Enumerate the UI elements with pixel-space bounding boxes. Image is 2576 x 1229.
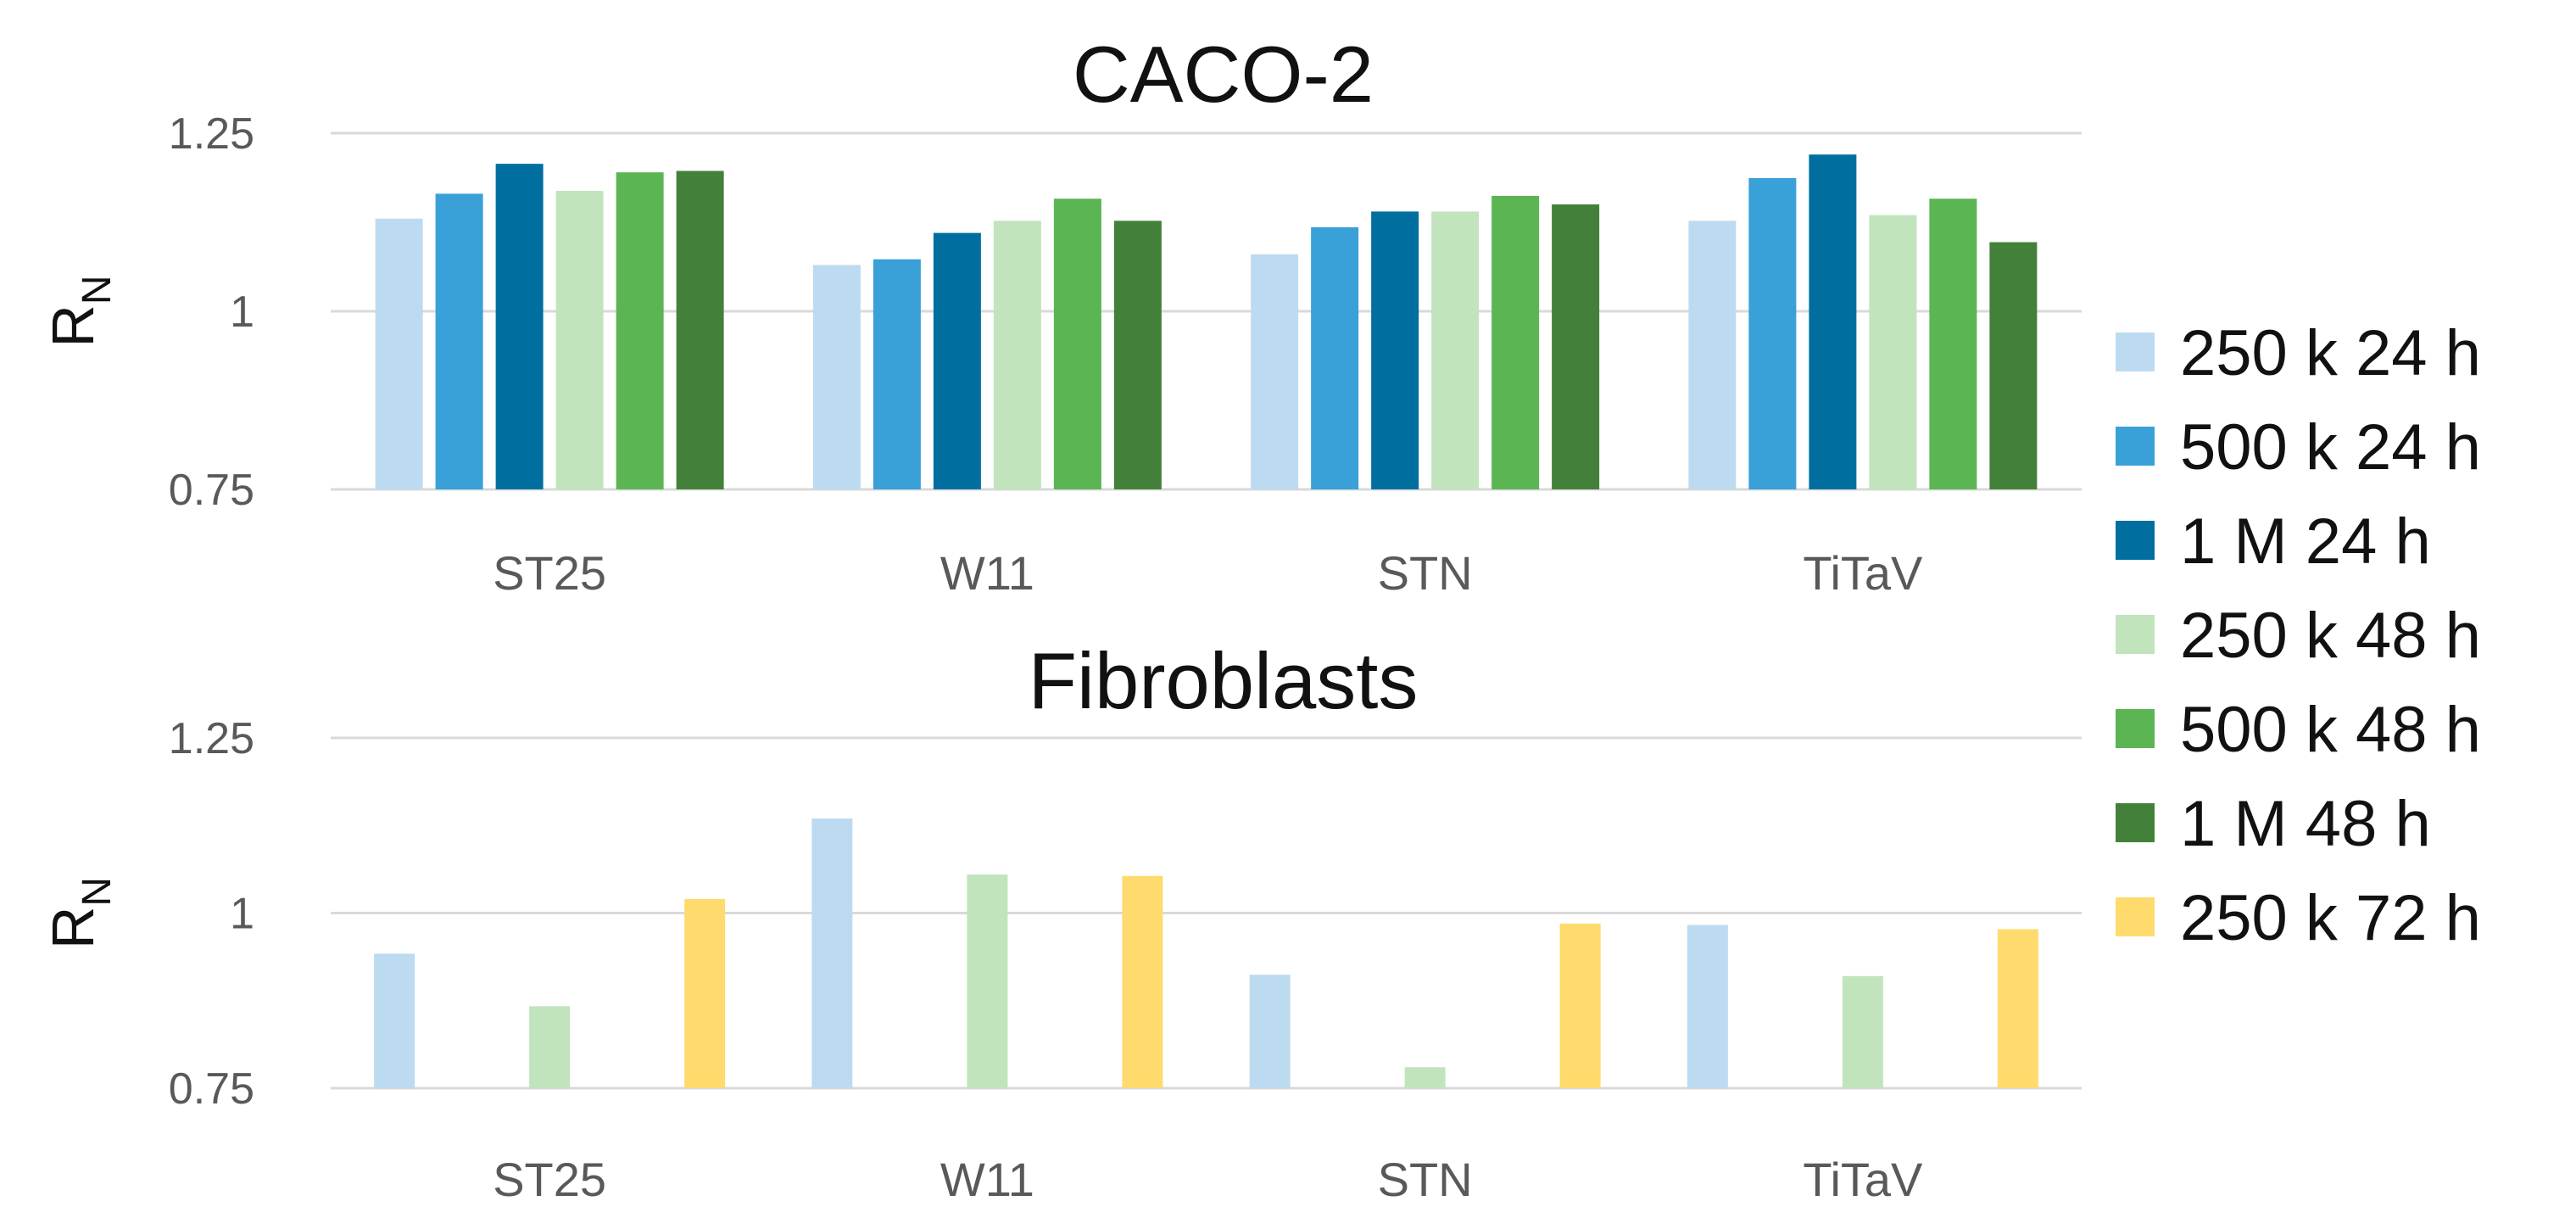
y-tick-label: 1.25 — [169, 109, 254, 159]
legend-swatch — [2116, 803, 2155, 842]
y-axis-label: RN — [40, 275, 120, 347]
y-tick-label: 1 — [230, 288, 254, 337]
bar-w11-250-k-72-h — [1122, 875, 1163, 1088]
legend-swatch — [2116, 897, 2155, 936]
bar-w11-500-k-24-h — [873, 259, 921, 489]
bar-titav-500-k-24-h — [1748, 177, 1797, 490]
bar-w11-250-k-24-h — [811, 818, 853, 1088]
bar-w11-500-k-48-h — [1053, 198, 1101, 489]
bar-st25-1-m-24-h — [495, 164, 544, 489]
legend-label: 250 k 48 h — [2180, 600, 2481, 672]
legend-label: 250 k 72 h — [2180, 882, 2481, 954]
bar-titav-500-k-48-h — [1929, 198, 1977, 489]
bar-w11-250-k-48-h — [967, 874, 1008, 1088]
bar-st25-500-k-24-h — [435, 193, 483, 489]
x-category-label: TiTaV — [1803, 1153, 1923, 1206]
bar-titav-250-k-24-h — [1688, 221, 1737, 489]
bar-w11-1-m-24-h — [933, 232, 981, 489]
legend-swatch — [2116, 427, 2155, 466]
bar-stn-250-k-72-h — [1559, 923, 1601, 1088]
bar-st25-250-k-72-h — [684, 898, 726, 1088]
x-category-label: STN — [1378, 546, 1473, 600]
x-category-label: TiTaV — [1803, 546, 1923, 600]
y-axis-label: RN — [40, 877, 120, 949]
bar-w11-250-k-24-h — [812, 265, 861, 489]
legend-swatch — [2116, 615, 2155, 654]
x-category-label: ST25 — [493, 1153, 606, 1206]
legend-item: 500 k 48 h — [2116, 694, 2481, 766]
bar-stn-250-k-48-h — [1404, 1067, 1446, 1088]
legend-item: 250 k 24 h — [2116, 317, 2481, 389]
y-tick-label: 0.75 — [169, 1064, 254, 1114]
bar-stn-500-k-24-h — [1311, 226, 1359, 489]
chart-title: Fibroblasts — [1029, 636, 1419, 725]
legend-item: 500 k 24 h — [2116, 411, 2481, 483]
bar-stn-1-m-48-h — [1552, 204, 1600, 489]
legend-label: 500 k 48 h — [2180, 694, 2481, 766]
bar-w11-250-k-48-h — [993, 221, 1041, 489]
y-tick-label: 0.75 — [169, 466, 254, 515]
bar-st25-250-k-48-h — [555, 191, 604, 490]
x-category-label: ST25 — [493, 546, 606, 600]
y-tick-label: 1.25 — [169, 714, 254, 763]
x-category-label: STN — [1378, 1153, 1473, 1206]
bar-st25-500-k-48-h — [616, 172, 664, 489]
y-axis-label-subscript: N — [75, 275, 120, 304]
legend-label: 1 M 48 h — [2180, 788, 2431, 860]
bar-st25-250-k-48-h — [529, 1006, 571, 1088]
legend-item: 1 M 48 h — [2116, 788, 2431, 860]
y-axis-label-main: R — [40, 304, 106, 348]
bar-stn-1-m-24-h — [1371, 211, 1419, 489]
y-tick-label: 1 — [230, 890, 254, 939]
chart-panel-1: 0.75 1 1.25 CACO-2 RN ST25 W11 STN TiTaV — [40, 30, 2082, 600]
bar-st25-250-k-24-h — [374, 953, 415, 1088]
bar-st25-1-m-48-h — [676, 170, 724, 489]
legend-item: 1 M 24 h — [2116, 506, 2431, 578]
bar-titav-250-k-48-h — [1842, 975, 1883, 1088]
x-category-label: W11 — [940, 1153, 1034, 1206]
chart-title: CACO-2 — [1073, 30, 1374, 119]
legend-item: 250 k 72 h — [2116, 882, 2481, 954]
legend-item: 250 k 48 h — [2116, 600, 2481, 672]
y-axis-label-subscript: N — [75, 877, 120, 907]
x-category-label: W11 — [940, 546, 1034, 600]
legend-label: 500 k 24 h — [2180, 411, 2481, 483]
bar-w11-1-m-48-h — [1113, 221, 1162, 489]
bar-st25-250-k-24-h — [375, 218, 423, 489]
bar-stn-250-k-24-h — [1249, 975, 1291, 1088]
legend-label: 250 k 24 h — [2180, 317, 2481, 389]
bar-titav-250-k-24-h — [1687, 925, 1728, 1088]
y-axis-label-main: R — [40, 907, 106, 950]
bar-stn-250-k-48-h — [1431, 211, 1480, 489]
bar-titav-250-k-48-h — [1869, 215, 1917, 489]
bar-titav-250-k-72-h — [1997, 929, 2038, 1088]
legend: 250 k 24 h 500 k 24 h 1 M 24 h 250 k 48 h 50… — [2116, 317, 2481, 954]
bar-titav-1-m-24-h — [1809, 154, 1857, 489]
bar-titav-1-m-48-h — [1989, 242, 2038, 489]
chart-panel-2: 0.75 1 1.25 Fibroblasts RN ST25 W11 STN TiTaV — [40, 636, 2082, 1206]
legend-swatch — [2116, 709, 2155, 748]
legend-label: 1 M 24 h — [2180, 506, 2431, 578]
legend-swatch — [2116, 332, 2155, 371]
bar-stn-250-k-24-h — [1251, 254, 1299, 489]
legend-swatch — [2116, 521, 2155, 560]
bar-stn-500-k-48-h — [1492, 195, 1540, 490]
